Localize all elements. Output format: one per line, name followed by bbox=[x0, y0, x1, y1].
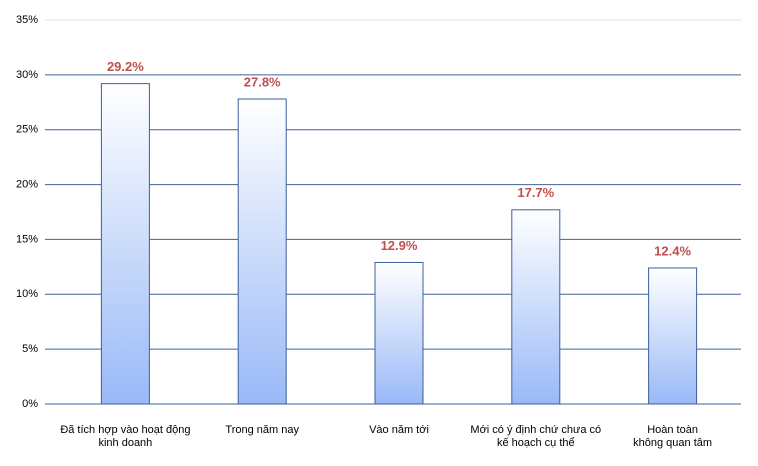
bar bbox=[374, 261, 424, 405]
x-tick-label-box: Trong năm nay bbox=[225, 424, 299, 436]
y-tick-label: 25% bbox=[16, 124, 38, 136]
x-tick-label: Đã tích hợp vào hoạt động kinh doanh bbox=[60, 424, 191, 449]
y-tick-label: 30% bbox=[16, 69, 38, 81]
x-tick-label: Trong năm nay bbox=[225, 424, 299, 436]
x-tick-label-box: Hoàn toàn không quan tâm bbox=[633, 424, 713, 449]
value-label: 17.7% bbox=[517, 185, 554, 200]
y-tick-label: 0% bbox=[22, 398, 38, 410]
value-label: 27.8% bbox=[244, 74, 281, 89]
x-tick-label: Vào năm tới bbox=[369, 424, 429, 436]
x-tick-label: Mới có ý định chứ chưa có kế hoạch cụ th… bbox=[470, 424, 602, 449]
y-tick-label: 20% bbox=[16, 178, 38, 190]
bar bbox=[100, 83, 150, 405]
bar bbox=[237, 98, 287, 405]
value-label: 12.9% bbox=[381, 238, 418, 253]
value-label: 12.4% bbox=[654, 243, 691, 258]
x-tick-label-box: Vào năm tới bbox=[369, 424, 429, 436]
value-label: 29.2% bbox=[107, 59, 144, 74]
x-tick-label-box: Đã tích hợp vào hoạt động kinh doanh bbox=[60, 424, 191, 449]
x-tick-label-box: Mới có ý định chứ chưa có kế hoạch cụ th… bbox=[470, 424, 602, 449]
bar bbox=[511, 209, 561, 405]
x-tick-label: Hoàn toàn không quan tâm bbox=[633, 424, 713, 449]
y-tick-label: 5% bbox=[22, 343, 38, 355]
y-tick-label: 35% bbox=[16, 14, 38, 26]
bar bbox=[648, 267, 698, 405]
y-tick-label: 10% bbox=[16, 288, 38, 300]
y-tick-label: 15% bbox=[16, 233, 38, 245]
